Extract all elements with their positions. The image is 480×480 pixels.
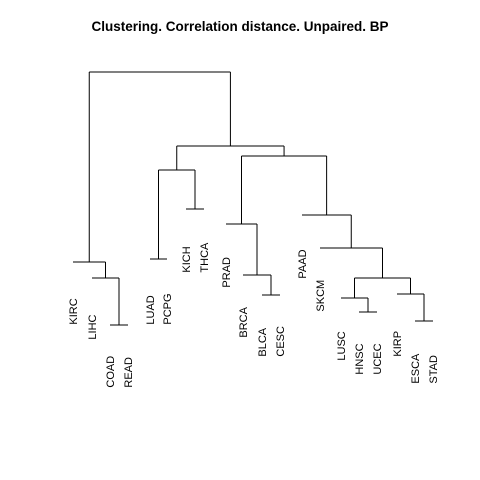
leaf-label-read: READ [123,357,135,388]
leaf-label-stad: STAD [428,355,440,384]
leaf-label-kirp: KIRP [392,331,404,357]
plot-title: Clustering. Correlation distance. Unpair… [91,19,389,34]
leaf-label-ucec: UCEC [372,343,384,374]
leaf-label-lusc: LUSC [336,331,348,360]
leaf-label-skcm: SKCM [315,280,327,312]
leaf-label-luad: LUAD [145,295,157,324]
leaf-label-coad: COAD [105,356,117,388]
leaf-label-brca: BRCA [238,306,250,337]
leaf-label-cesc: CESC [275,326,287,357]
leaf-label-kirc: KIRC [68,298,80,324]
leaf-label-thca: THCA [199,242,211,273]
leaf-label-pcpg: PCPG [162,293,174,324]
leaf-label-prad: PRAD [221,257,233,288]
leaf-label-lihc: LIHC [87,314,99,339]
leaf-label-kich: KICH [181,246,193,272]
leaf-label-hnsc: HNSC [354,343,366,374]
leaf-label-paad: PAAD [297,249,309,278]
leaf-label-blca: BLCA [257,327,269,356]
leaf-label-esca: ESCA [410,353,422,384]
